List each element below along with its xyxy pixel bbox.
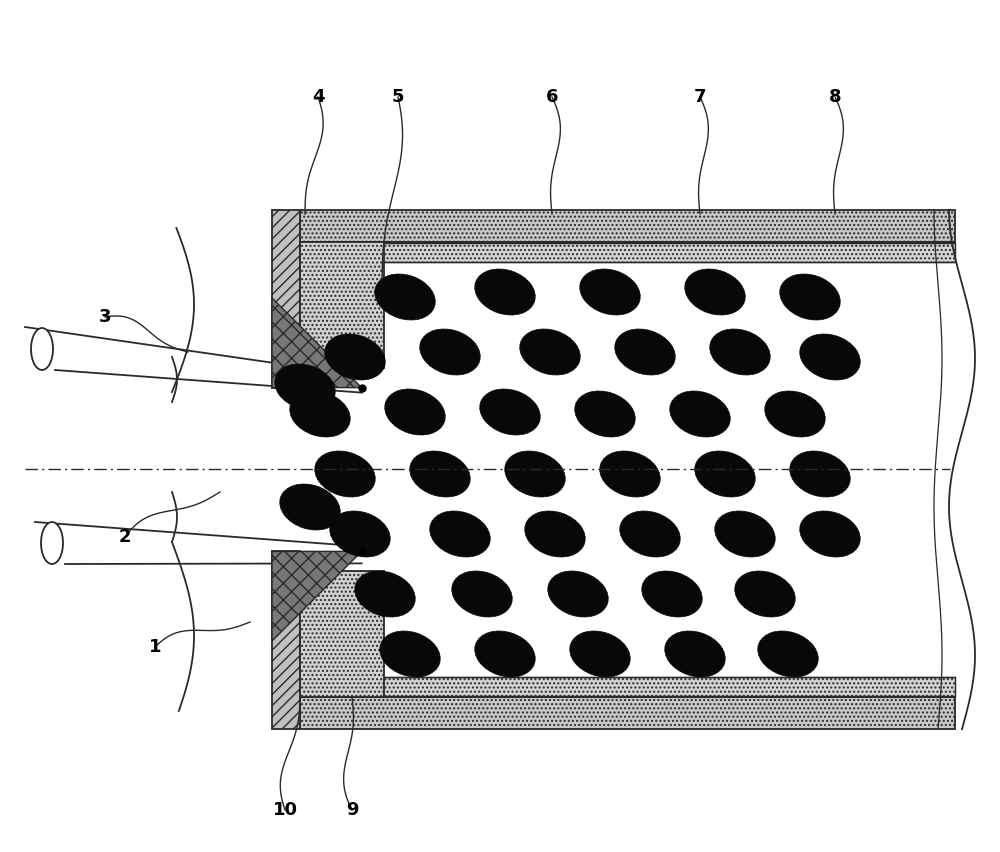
Ellipse shape bbox=[420, 329, 480, 375]
Ellipse shape bbox=[695, 451, 755, 497]
Ellipse shape bbox=[290, 391, 350, 437]
Bar bbox=[300, 697, 955, 729]
Bar bbox=[300, 242, 384, 368]
Bar bbox=[300, 571, 384, 697]
Ellipse shape bbox=[475, 631, 535, 677]
Ellipse shape bbox=[575, 391, 635, 437]
Bar bbox=[272, 551, 300, 729]
Text: 2: 2 bbox=[119, 528, 131, 546]
Ellipse shape bbox=[758, 631, 818, 677]
Ellipse shape bbox=[710, 329, 770, 375]
Ellipse shape bbox=[642, 571, 702, 617]
Ellipse shape bbox=[715, 511, 775, 557]
Ellipse shape bbox=[620, 511, 680, 557]
Text: 7: 7 bbox=[694, 88, 706, 106]
Ellipse shape bbox=[452, 571, 512, 617]
Ellipse shape bbox=[765, 391, 825, 437]
Ellipse shape bbox=[800, 511, 860, 557]
Polygon shape bbox=[272, 551, 362, 641]
Bar bbox=[378, 677, 955, 695]
Ellipse shape bbox=[600, 451, 660, 497]
Text: 10: 10 bbox=[272, 801, 298, 819]
Ellipse shape bbox=[735, 571, 795, 617]
Ellipse shape bbox=[800, 334, 860, 380]
Ellipse shape bbox=[375, 274, 435, 320]
Ellipse shape bbox=[430, 511, 490, 557]
Ellipse shape bbox=[31, 328, 53, 370]
Ellipse shape bbox=[790, 451, 850, 497]
Text: 6: 6 bbox=[546, 88, 558, 106]
Ellipse shape bbox=[525, 511, 585, 557]
Ellipse shape bbox=[570, 631, 630, 677]
Ellipse shape bbox=[520, 329, 580, 375]
Ellipse shape bbox=[670, 391, 730, 437]
Polygon shape bbox=[272, 298, 362, 388]
Ellipse shape bbox=[385, 389, 445, 435]
Ellipse shape bbox=[665, 631, 725, 677]
Text: 8: 8 bbox=[829, 88, 841, 106]
Ellipse shape bbox=[548, 571, 608, 617]
Ellipse shape bbox=[615, 329, 675, 375]
Ellipse shape bbox=[315, 451, 375, 497]
Ellipse shape bbox=[280, 484, 340, 530]
Ellipse shape bbox=[475, 269, 535, 315]
Ellipse shape bbox=[275, 364, 335, 410]
Ellipse shape bbox=[480, 389, 540, 435]
Ellipse shape bbox=[505, 451, 565, 497]
Ellipse shape bbox=[330, 511, 390, 557]
Ellipse shape bbox=[380, 631, 440, 677]
Bar bbox=[378, 244, 955, 262]
Ellipse shape bbox=[410, 451, 470, 497]
Text: 5: 5 bbox=[392, 88, 404, 106]
Text: 1: 1 bbox=[149, 638, 161, 656]
Ellipse shape bbox=[780, 274, 840, 320]
Text: 3: 3 bbox=[99, 308, 111, 326]
Ellipse shape bbox=[355, 571, 415, 617]
Ellipse shape bbox=[685, 269, 745, 315]
Bar bbox=[272, 210, 300, 388]
Text: 9: 9 bbox=[346, 801, 358, 819]
Text: 4: 4 bbox=[312, 88, 324, 106]
Ellipse shape bbox=[41, 522, 63, 564]
Bar bbox=[300, 210, 955, 242]
Ellipse shape bbox=[580, 269, 640, 315]
Ellipse shape bbox=[325, 334, 385, 380]
